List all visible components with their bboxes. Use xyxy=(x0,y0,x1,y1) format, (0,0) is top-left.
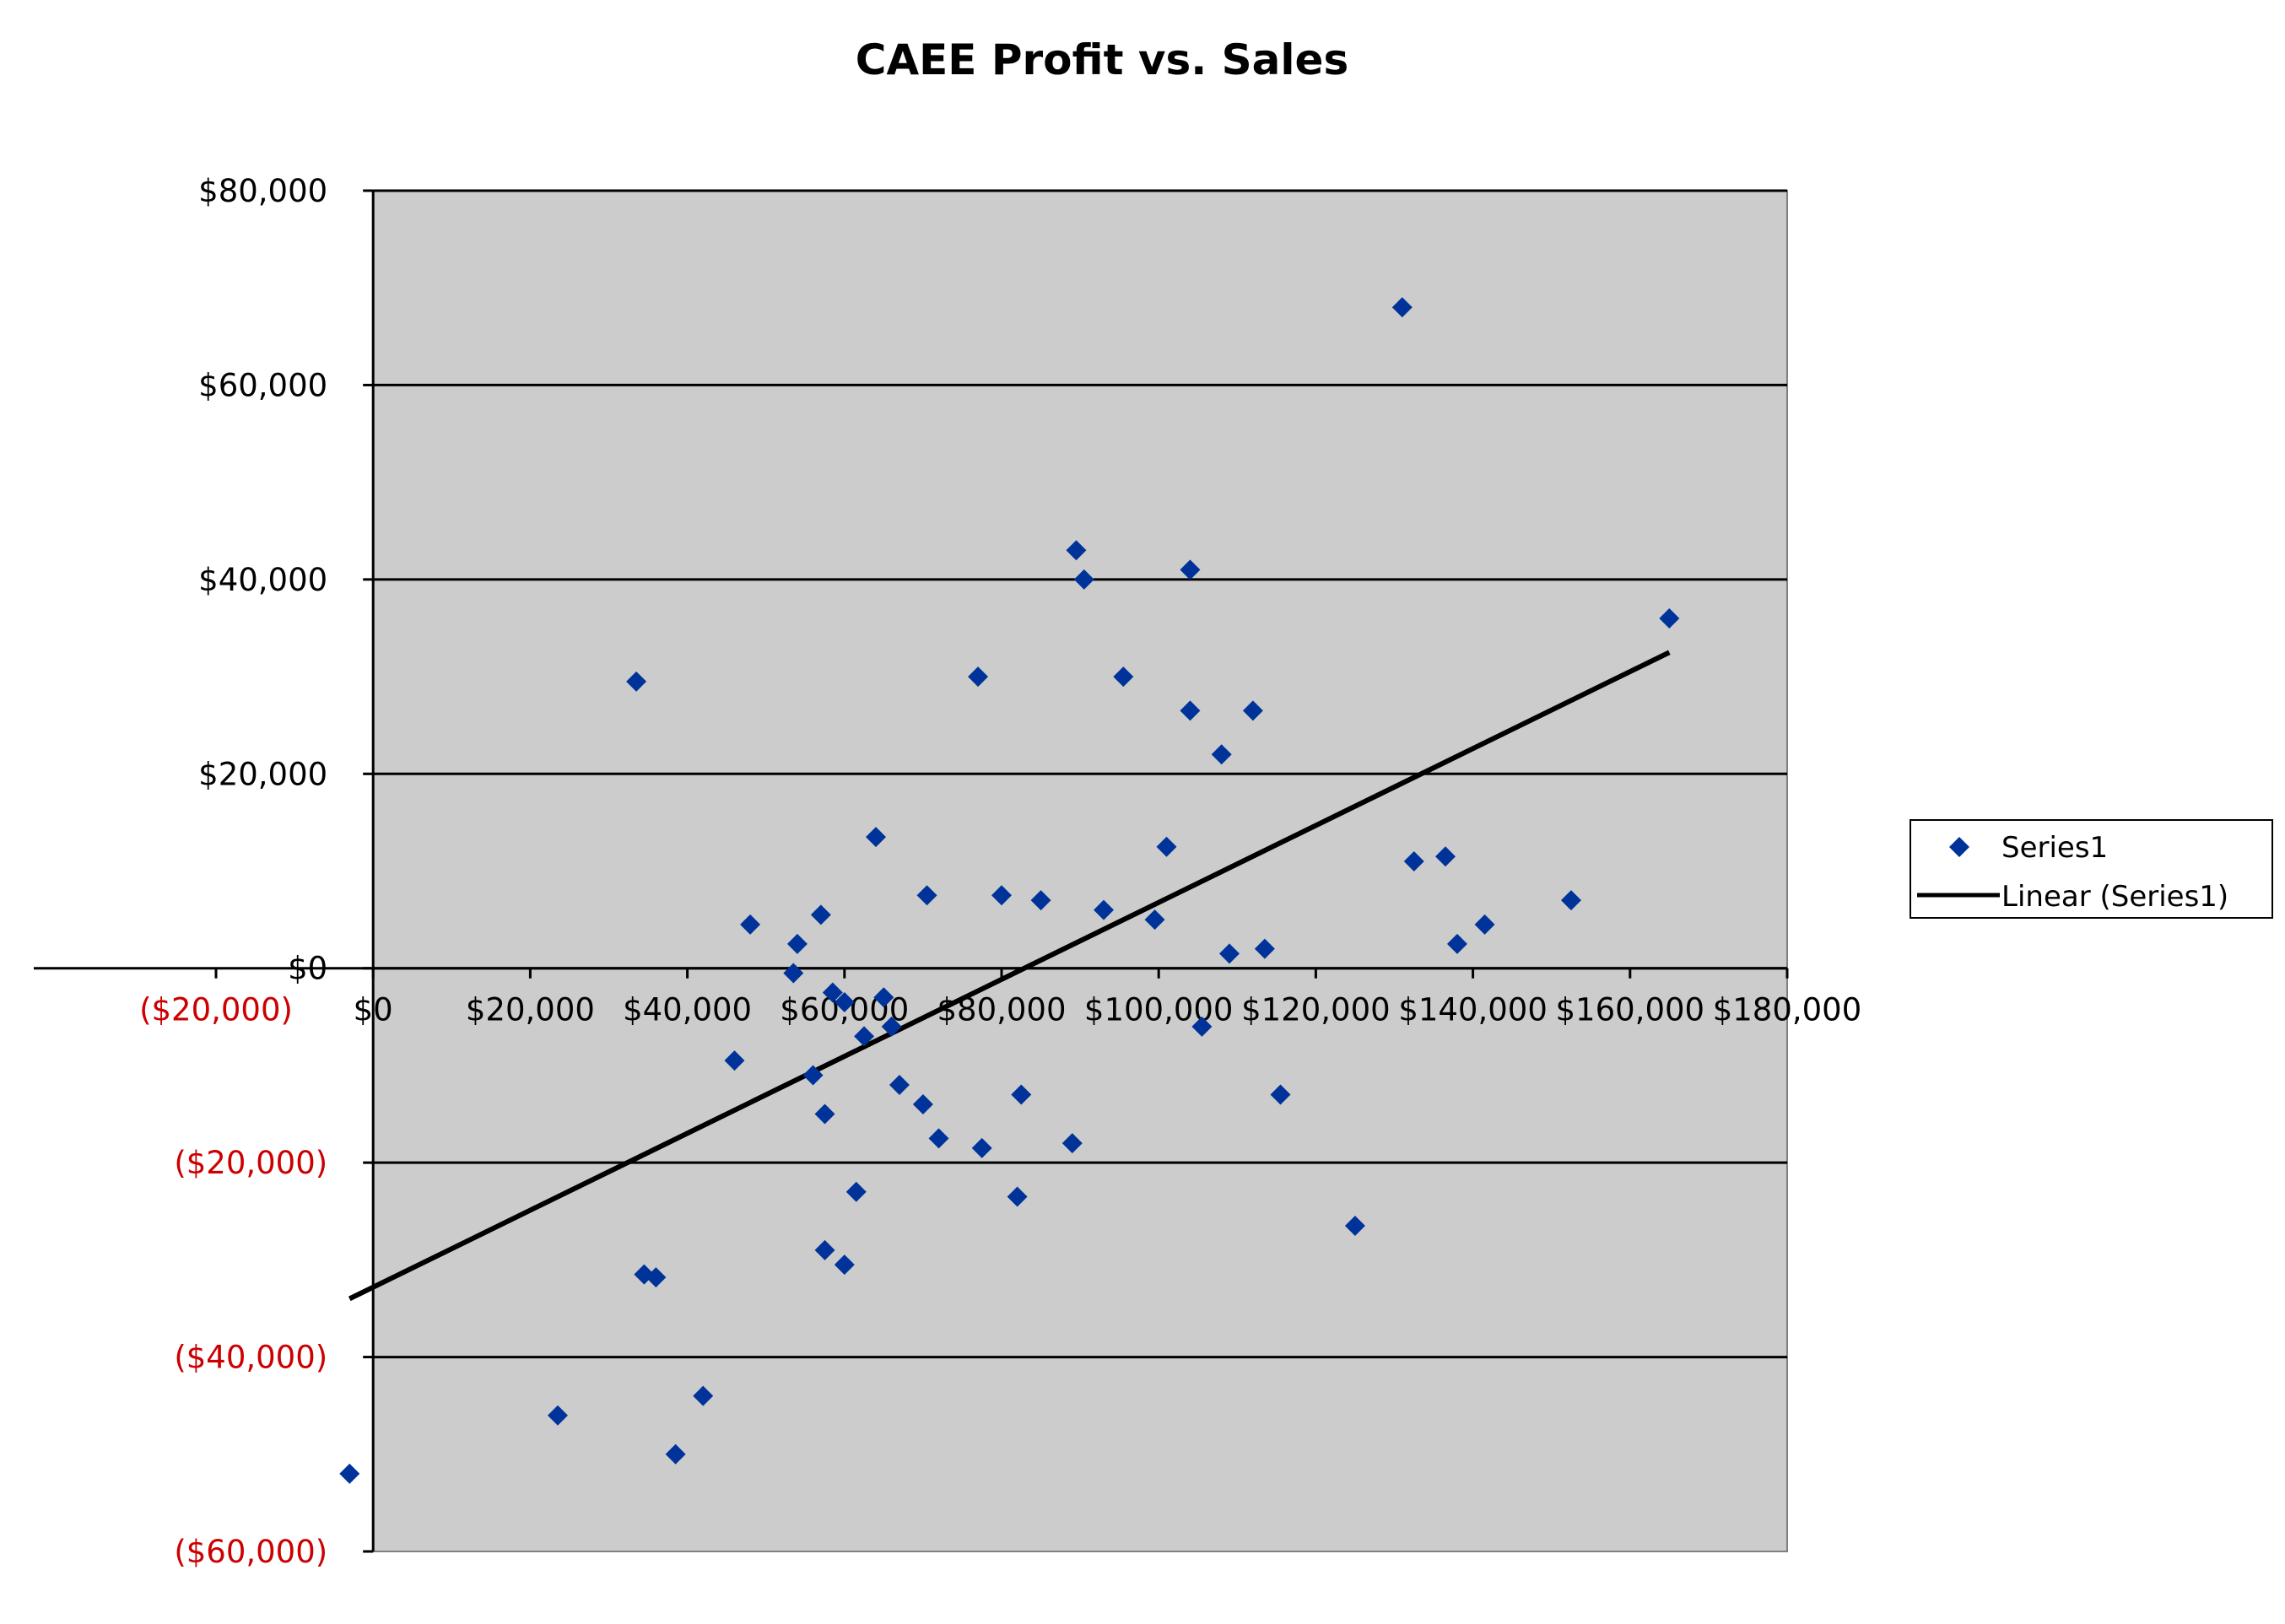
y-tick-label: $20,000 xyxy=(198,756,327,792)
data-point xyxy=(834,992,855,1013)
y-axis-tick-labels: ($60,000) ($40,000) ($20,000) $0 $20,000 $40,… xyxy=(174,173,327,1570)
linear-trendline xyxy=(348,650,1671,1302)
data-point xyxy=(916,885,937,906)
data-point xyxy=(1446,933,1467,954)
data-point xyxy=(971,1137,992,1158)
data-point xyxy=(810,904,831,925)
data-point xyxy=(1403,850,1424,871)
data-point xyxy=(1073,569,1094,590)
data-point xyxy=(822,982,843,1003)
data-point xyxy=(991,885,1012,906)
x-tick-label: $0 xyxy=(354,992,393,1028)
legend: Series1 Linear (Series1) xyxy=(1910,819,2273,919)
data-point xyxy=(866,827,887,848)
y-tick-label: ($60,000) xyxy=(174,1534,327,1570)
data-point xyxy=(802,1065,824,1086)
y-tick-label: $0 xyxy=(288,951,327,987)
x-tick-label: $80,000 xyxy=(937,992,1066,1028)
data-point xyxy=(1560,890,1581,911)
data-point xyxy=(1061,1133,1083,1154)
x-tick-label: $140,000 xyxy=(1398,992,1548,1028)
data-point xyxy=(968,666,989,688)
y-tick-label: $80,000 xyxy=(198,173,327,209)
data-point xyxy=(854,1026,875,1047)
chart-title: CAEE Profit vs. Sales xyxy=(856,35,1348,84)
x-tick-label: ($20,000) xyxy=(139,992,293,1028)
x-tick-label: $20,000 xyxy=(466,992,595,1028)
data-point xyxy=(1191,1016,1213,1037)
data-point xyxy=(626,671,647,692)
data-point xyxy=(814,1239,835,1260)
x-tick-label: $100,000 xyxy=(1084,992,1234,1028)
data-point xyxy=(1180,700,1201,721)
data-points xyxy=(339,297,1680,1484)
data-point xyxy=(873,987,894,1008)
data-point xyxy=(1435,846,1456,867)
x-tick-label: $160,000 xyxy=(1556,992,1705,1028)
data-point xyxy=(1144,909,1165,931)
data-point xyxy=(1254,938,1275,959)
y-tick-label: $60,000 xyxy=(198,367,327,403)
data-point xyxy=(693,1385,714,1406)
data-point xyxy=(740,914,761,935)
x-tick-label: $120,000 xyxy=(1241,992,1391,1028)
data-point xyxy=(1659,607,1680,629)
data-point xyxy=(1066,540,1087,561)
data-point xyxy=(1030,890,1051,911)
legend-marker-diamond-icon xyxy=(1949,837,1969,857)
data-point xyxy=(1474,914,1495,935)
data-point xyxy=(547,1405,568,1426)
data-point xyxy=(1094,899,1115,920)
data-point xyxy=(1011,1084,1032,1105)
data-point xyxy=(1391,297,1413,318)
y-tick-label: ($40,000) xyxy=(174,1340,327,1376)
data-point xyxy=(1344,1216,1365,1237)
x-axis-tick-labels: ($20,000)$0$20,000$40,000$60,000$80,000$… xyxy=(139,992,1861,1028)
legend-box xyxy=(1910,819,2273,919)
x-tick-label: $180,000 xyxy=(1713,992,1862,1028)
trendline-segment xyxy=(348,650,1671,1302)
data-point xyxy=(1270,1084,1291,1105)
y-tick-label: ($20,000) xyxy=(174,1145,327,1181)
plot-area xyxy=(372,190,1789,1552)
data-point xyxy=(834,1254,855,1276)
data-point xyxy=(1218,943,1240,964)
data-point xyxy=(1156,836,1177,857)
data-point xyxy=(814,1103,835,1125)
data-point xyxy=(1007,1186,1028,1207)
data-point xyxy=(339,1463,360,1484)
data-point xyxy=(783,963,804,984)
data-point xyxy=(845,1181,867,1202)
data-point xyxy=(928,1128,949,1149)
data-point xyxy=(724,1050,745,1071)
data-point xyxy=(1180,559,1201,580)
data-point xyxy=(786,933,808,954)
data-point xyxy=(665,1443,686,1465)
legend-entry-series1: Series1 xyxy=(2001,831,2108,865)
data-point xyxy=(912,1094,933,1115)
legend-entry-linear-series1: Linear (Series1) xyxy=(2001,880,2228,914)
data-point xyxy=(1242,700,1263,721)
data-point xyxy=(1211,744,1232,765)
data-point xyxy=(1113,666,1134,688)
data-point xyxy=(881,1016,902,1037)
y-tick-label: $40,000 xyxy=(198,562,327,598)
data-point xyxy=(646,1267,667,1288)
x-tick-label: $40,000 xyxy=(623,992,752,1028)
data-point xyxy=(889,1074,910,1095)
